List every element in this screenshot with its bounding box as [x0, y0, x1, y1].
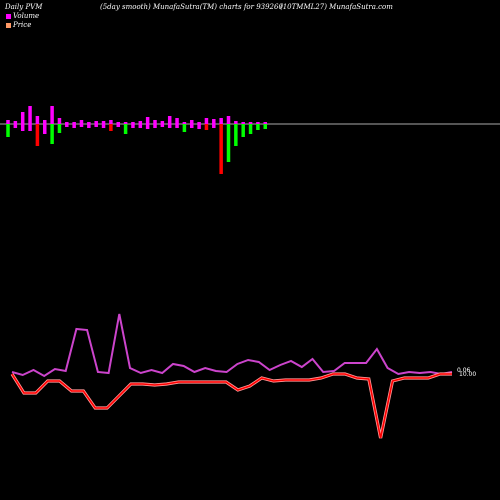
legend-volume-swatch	[6, 13, 11, 19]
volume-bar-up	[131, 122, 135, 124]
legend-price: Price	[6, 21, 31, 29]
volume-bar-down	[35, 124, 40, 146]
volume-bar-up	[6, 120, 10, 124]
volume-bar-down	[123, 124, 128, 134]
price-line-glow	[10, 372, 452, 439]
volume-bar-down	[153, 124, 157, 128]
volume-bar-down	[219, 124, 223, 174]
volume-bar-up	[116, 122, 120, 124]
volume-bar-up	[167, 116, 172, 124]
volume-bar-down	[241, 124, 245, 137]
volume-bar-up	[20, 112, 25, 124]
volume-bar-up	[190, 120, 194, 124]
volume-bar-up	[87, 122, 91, 124]
legend-volume: Volume	[6, 12, 39, 20]
header-subtitle: (5day smooth) MunafaSutra(TM) charts for…	[100, 3, 283, 11]
volume-bar-down	[256, 124, 260, 130]
volume-bar-down	[175, 124, 179, 128]
volume-bar-up	[241, 122, 245, 124]
volume-bar-up	[197, 122, 201, 124]
volume-bar-down	[131, 124, 135, 128]
volume-bar-down	[50, 124, 54, 144]
header-site: (10TMML27) MunafaSutra.com	[280, 3, 393, 11]
volume-bar-up	[248, 122, 253, 124]
volume-bar-down	[101, 124, 106, 128]
volume-bar-down	[20, 124, 25, 131]
volume-bar-down	[43, 124, 47, 134]
volume-bar-down	[197, 124, 201, 129]
volume-bar-up	[263, 122, 267, 124]
volume-bar-up	[43, 120, 47, 124]
header-title: Daily PVM	[5, 3, 43, 11]
volume-bar-down	[6, 124, 10, 137]
volume-bar-up	[138, 121, 143, 124]
volume-bar-down	[145, 124, 150, 129]
volume-bar-down	[94, 124, 98, 127]
volume-bar-down	[72, 124, 76, 128]
volume-bar-up	[35, 116, 40, 124]
volume-bar-up	[212, 119, 216, 124]
end-label-volume: 0.06	[457, 367, 471, 374]
volume-bar-up	[50, 106, 54, 124]
volume-bar-up	[57, 118, 62, 124]
volume-bar-up	[153, 120, 157, 124]
volume-bar-down	[167, 124, 172, 128]
volume-bar-down	[109, 124, 113, 131]
volume-bar-up	[256, 122, 260, 124]
volume-bar-down	[212, 124, 216, 128]
volume-bar-down	[79, 124, 84, 127]
volume-bar-down	[87, 124, 91, 128]
volume-bar-down	[234, 124, 238, 146]
volume-line	[11, 313, 453, 378]
volume-bar-down	[57, 124, 62, 133]
volume-bar-down	[182, 124, 187, 132]
volume-bar-down	[116, 124, 120, 127]
volume-bar-up	[28, 106, 32, 124]
volume-bar-down	[65, 124, 69, 127]
volume-bar-down	[204, 124, 209, 130]
volume-bar-up	[13, 121, 18, 124]
volume-bar-up	[109, 120, 113, 124]
volume-bar-up	[145, 117, 150, 124]
volume-bar-down	[160, 124, 165, 127]
volume-bar-up	[226, 116, 231, 124]
volume-bar-up	[160, 121, 165, 124]
end-label-price: 10.00	[459, 371, 476, 378]
volume-bar-down	[248, 124, 253, 134]
volume-bar-up	[79, 120, 84, 124]
volume-bar-down	[263, 124, 267, 129]
volume-bar-up	[94, 121, 98, 124]
volume-bar-up	[204, 118, 209, 124]
volume-bar-up	[175, 118, 179, 124]
volume-bar-up	[65, 122, 69, 124]
volume-bar-down	[226, 124, 231, 162]
volume-bar-up	[72, 122, 76, 124]
price-line	[11, 373, 452, 439]
legend-price-label: Price	[13, 21, 32, 29]
volume-bar-down	[28, 124, 32, 131]
volume-bar-up	[219, 118, 223, 124]
volume-bar-down	[190, 124, 194, 128]
volume-bar-up	[123, 122, 128, 124]
volume-bar-up	[182, 122, 187, 124]
volume-bar-down	[13, 124, 18, 128]
legend-price-swatch	[6, 22, 11, 28]
volume-bar-up	[101, 121, 106, 124]
volume-bar-down	[138, 124, 143, 128]
legend-volume-label: Volume	[13, 12, 40, 20]
volume-bar-up	[234, 121, 238, 124]
